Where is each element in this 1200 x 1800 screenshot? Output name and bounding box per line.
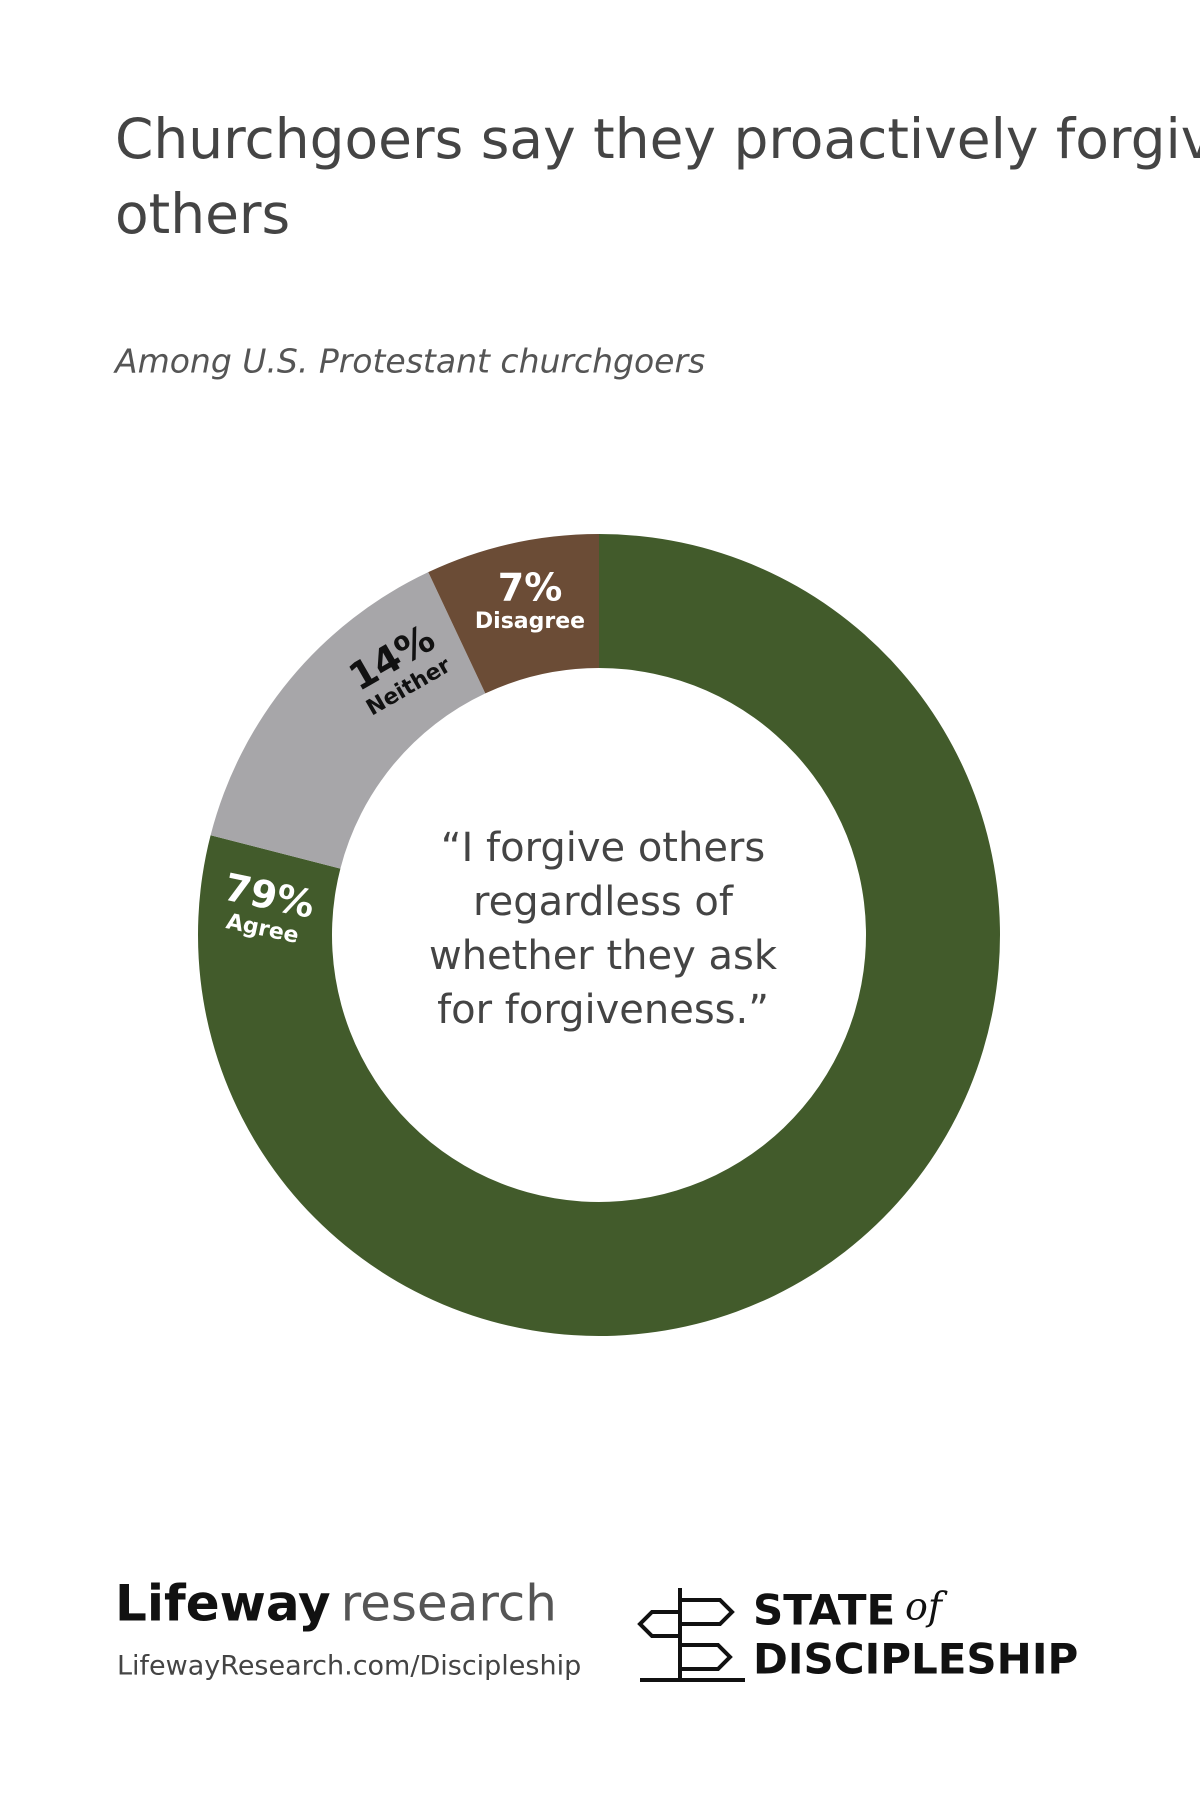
badge-top: STATE — [753, 1586, 895, 1635]
donut-segment — [428, 534, 599, 694]
badge-of: of — [905, 1585, 948, 1629]
title-line: Churchgoers say they proactively forgive — [115, 107, 1200, 171]
chart-subtitle: Among U.S. Protestant churchgoers — [113, 342, 705, 381]
center-annotation: regardless of — [473, 879, 734, 925]
chart-title-line: Churchgoers say they proactively forgive… — [115, 107, 1200, 246]
center-annotation: for forgiveness.” — [437, 987, 769, 1033]
signpost-icon — [637, 1588, 745, 1682]
center-annotation: “I forgive others — [441, 825, 765, 871]
footer-url: LifewayResearch.com/Discipleship — [117, 1651, 581, 1682]
donut-segment — [197, 534, 1000, 1337]
brand-light: research — [341, 1575, 557, 1633]
footer: Lifeway research LifewayResearch.com/Dis… — [115, 1575, 1078, 1684]
title-line: others — [115, 182, 290, 246]
category-label: Disagree — [475, 609, 585, 634]
badge-bottom: DISCIPLESHIP — [753, 1635, 1078, 1684]
center-annotation: whether they ask — [429, 933, 778, 979]
segment-label: 7%Disagree — [475, 566, 585, 635]
donut-segment — [210, 572, 486, 869]
brand-bold: Lifeway — [115, 1575, 331, 1633]
value-label: 7% — [498, 566, 563, 610]
